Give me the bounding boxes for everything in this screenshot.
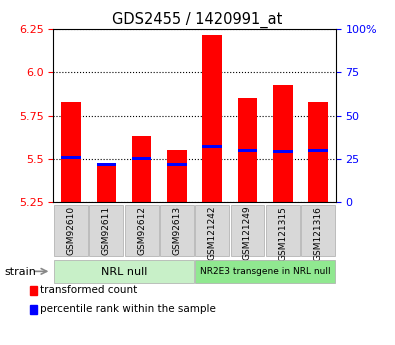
Bar bbox=[96, 164, 116, 202]
Text: NR2E3 transgene in NRL null: NR2E3 transgene in NRL null bbox=[200, 267, 331, 276]
FancyBboxPatch shape bbox=[195, 260, 335, 283]
Text: GSM92611: GSM92611 bbox=[102, 206, 111, 255]
Bar bbox=[273, 150, 293, 154]
Text: GDS2455 / 1420991_at: GDS2455 / 1420991_at bbox=[112, 12, 283, 28]
Bar bbox=[61, 102, 81, 202]
Bar bbox=[167, 150, 186, 202]
FancyBboxPatch shape bbox=[89, 205, 123, 256]
Bar bbox=[238, 149, 257, 152]
FancyBboxPatch shape bbox=[195, 205, 229, 256]
Text: transformed count: transformed count bbox=[40, 286, 137, 295]
Bar bbox=[238, 98, 257, 202]
Text: GSM121249: GSM121249 bbox=[243, 206, 252, 260]
Bar bbox=[61, 156, 81, 159]
Bar bbox=[203, 145, 222, 148]
Text: percentile rank within the sample: percentile rank within the sample bbox=[40, 305, 215, 314]
Bar bbox=[308, 102, 328, 202]
Bar bbox=[273, 85, 293, 202]
FancyBboxPatch shape bbox=[54, 205, 88, 256]
Bar bbox=[132, 157, 151, 160]
Bar bbox=[308, 149, 328, 152]
FancyBboxPatch shape bbox=[125, 205, 158, 256]
Text: GSM92610: GSM92610 bbox=[66, 206, 75, 255]
Bar bbox=[96, 163, 116, 166]
Bar bbox=[167, 163, 186, 166]
FancyBboxPatch shape bbox=[231, 205, 264, 256]
Text: GSM92612: GSM92612 bbox=[137, 206, 146, 255]
Bar bbox=[132, 136, 151, 202]
Text: NRL null: NRL null bbox=[101, 267, 147, 277]
FancyBboxPatch shape bbox=[54, 260, 194, 283]
Text: GSM121315: GSM121315 bbox=[278, 206, 287, 260]
Text: GSM121316: GSM121316 bbox=[314, 206, 323, 260]
FancyBboxPatch shape bbox=[160, 205, 194, 256]
FancyBboxPatch shape bbox=[301, 205, 335, 256]
FancyBboxPatch shape bbox=[266, 205, 300, 256]
Text: GSM121242: GSM121242 bbox=[208, 206, 217, 260]
Text: GSM92613: GSM92613 bbox=[172, 206, 181, 255]
Bar bbox=[203, 34, 222, 202]
Text: strain: strain bbox=[4, 267, 36, 276]
